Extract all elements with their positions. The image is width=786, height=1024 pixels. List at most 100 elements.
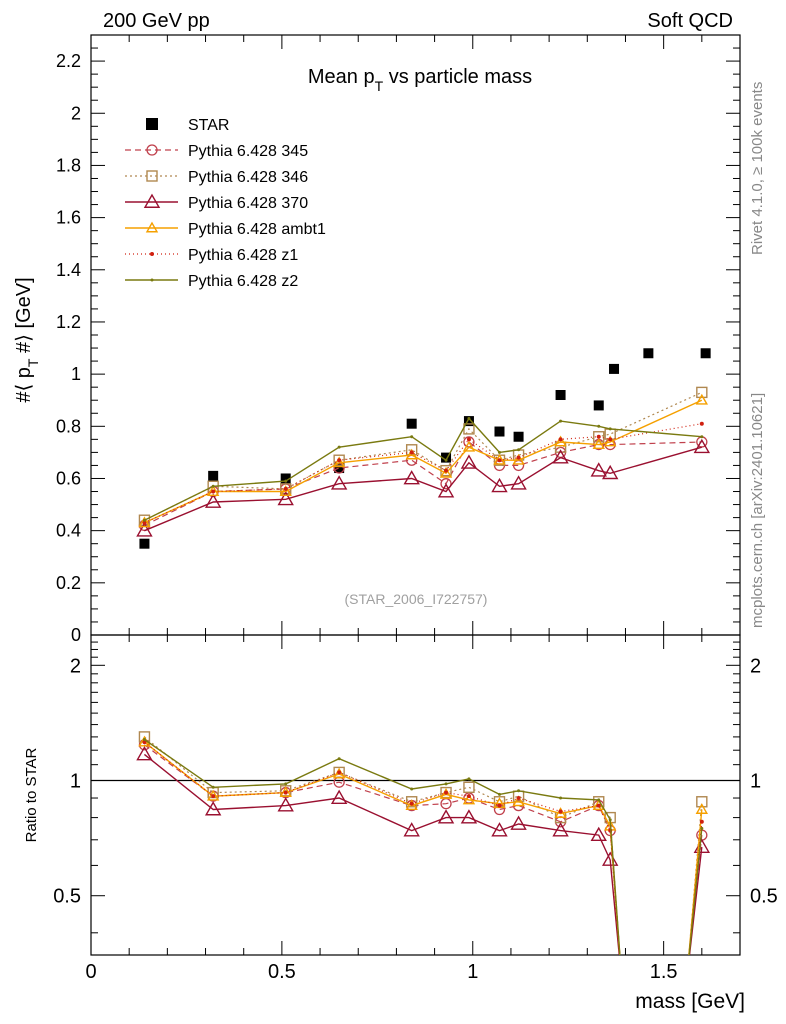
data-point-pythia-6-428-370 [277,490,294,506]
ratio-point-pythia-6-428-z1 [516,796,521,801]
main-y-axis-label: #⟨ pT #⟩ [GeV] [13,277,41,402]
main-plot-title: Mean pT vs particle mass [308,66,532,94]
data-point-pythia-6-428-z1 [142,520,147,525]
data-point-star [208,470,219,481]
ratio-point-pythia-6-428-ambt1 [695,803,709,814]
series-line-pythia-6-428-z2 [144,417,702,521]
legend-item-pythia-6-428-z1: Pythia 6.428 z1 [125,247,298,264]
ratio-point-pythia-6-428-z2 [142,737,146,741]
data-point-pythia-6-428-z2 [284,479,288,483]
ratio-series-pythia-6-428-z2 [142,737,704,955]
legend-item-star: STAR [146,117,229,134]
x-tick-label: 1 [467,961,478,983]
ratio-point-pythia-6-428-z2 [700,826,704,830]
legend-label: Pythia 6.428 346 [188,169,308,186]
legend-label: Pythia 6.428 370 [188,195,308,212]
data-point-pythia-6-428-z2 [337,445,341,449]
ratio-point-pythia-6-428-370 [437,809,455,824]
data-point-pythia-6-428-370 [437,483,455,498]
ratio-point-pythia-6-428-z1 [558,809,563,814]
data-point-pythia-6-428-z2 [559,419,563,423]
ratio-y-tick-label-left: 1 [70,771,81,793]
data-point-pythia-6-428-370 [403,470,420,485]
ratio-series-pythia-6-428-346 [138,731,708,955]
ratio-point-pythia-6-428-z1 [497,803,502,808]
ratio-series-group [136,731,711,955]
data-point-pythia-6-428-346 [593,431,605,443]
ratio-point-pythia-6-428-ambt1 [279,786,292,798]
ratio-point-pythia-6-428-ambt1 [554,807,567,818]
ratio-point-pythia-6-428-z1 [444,790,449,795]
ratio-point-pythia-6-428-ambt1 [512,795,525,807]
series-line-pythia-6-428-345 [144,441,702,526]
legend-item-pythia-6-428-z2: Pythia 6.428 z2 [125,273,298,290]
data-point-pythia-6-428-z1 [211,489,216,494]
ratio-point-pythia-6-428-z2 [559,796,563,800]
series-pythia-6-428-ambt1 [138,393,709,528]
data-point-pythia-6-428-z1 [608,437,613,442]
ratio-point-pythia-6-428-370 [277,797,294,812]
ratio-y-tick-label-right: 1 [750,771,761,793]
ratio-point-pythia-6-428-z2 [211,785,215,789]
data-point-pythia-6-428-z2 [410,435,414,439]
ratio-point-pythia-6-428-ambt1 [206,789,220,801]
x-tick-label: 0.5 [268,961,296,983]
ratio-point-pythia-6-428-370 [590,826,607,842]
data-point-pythia-6-428-z2 [444,458,448,462]
legend-marker [146,144,158,156]
ratio-line-pythia-6-428-370 [143,753,703,955]
data-point-pythia-6-428-z1 [444,468,449,473]
main-y-tick-label: 1.4 [56,260,81,280]
data-point-pythia-6-428-ambt1 [462,440,476,452]
ratio-series-pythia-6-428-ambt1 [138,735,709,955]
ratio-point-pythia-6-428-z1 [283,790,288,795]
x-tick-label: 0 [85,961,96,983]
data-point-pythia-6-428-z2 [700,435,704,439]
ratio-y-axis-label: Ratio to STAR [23,747,40,842]
ratio-point-pythia-6-428-370 [552,822,569,837]
data-point-pythia-6-428-370 [491,477,508,493]
data-point-star [334,463,345,474]
data-point-pythia-6-428-ambt1 [206,485,220,496]
legend-marker [145,221,159,233]
ratio-point-pythia-6-428-ambt1 [332,767,346,779]
legend-item-pythia-6-428-345: Pythia 6.428 345 [125,143,308,160]
ratio-clipped-group [136,731,711,955]
data-point-star [593,400,604,411]
ratio-point-pythia-6-428-z1 [466,794,471,799]
data-point-pythia-6-428-ambt1 [592,438,605,450]
legend-marker [146,118,158,130]
series-pythia-6-428-z2 [142,416,704,522]
main-y-tick-label: 0.6 [56,468,81,488]
data-point-pythia-6-428-z1 [596,434,601,439]
series-line-pythia-6-428-ambt1 [144,399,703,524]
ratio-y-tick-label-right: 0.5 [750,886,778,908]
data-point-pythia-6-428-z1 [409,450,414,455]
data-point-pythia-6-428-z1 [558,437,563,442]
ratio-point-pythia-6-428-z1 [337,770,342,775]
header-left-label: 200 GeV pp [103,10,210,32]
legend: STAR Pythia 6.428 345 Pythia 6.428 346 Pyth… [125,117,326,290]
series-pythia-6-428-z1 [142,421,704,525]
x-axis-label: mass [GeV] [635,990,745,1013]
ratio-point-pythia-6-428-ambt1 [405,799,418,811]
data-point-pythia-6-428-370 [552,449,569,464]
data-point-star [441,452,452,463]
main-y-tick-label: 1.2 [56,312,81,332]
ratio-point-pythia-6-428-z2 [444,782,448,786]
data-point-pythia-6-428-z1 [283,486,288,491]
ratio-point-pythia-6-428-z2 [517,789,521,793]
main-y-tick-label: 1 [71,364,81,384]
analysis-watermark: (STAR_2006_I722757) [345,591,488,607]
data-point-pythia-6-428-370 [693,438,711,454]
x-tick-label: 1.5 [650,961,678,983]
legend-marker [146,170,158,182]
ratio-point-pythia-6-428-346 [696,796,708,808]
data-point-pythia-6-428-346 [696,386,708,399]
data-point-star [406,418,417,429]
header-right-label: Soft QCD [647,10,733,32]
main-y-tick-label: 2 [71,103,81,123]
legend-label: Pythia 6.428 z2 [188,273,298,290]
data-point-pythia-6-428-z2 [517,448,521,452]
data-point-pythia-6-428-z2 [597,424,601,428]
